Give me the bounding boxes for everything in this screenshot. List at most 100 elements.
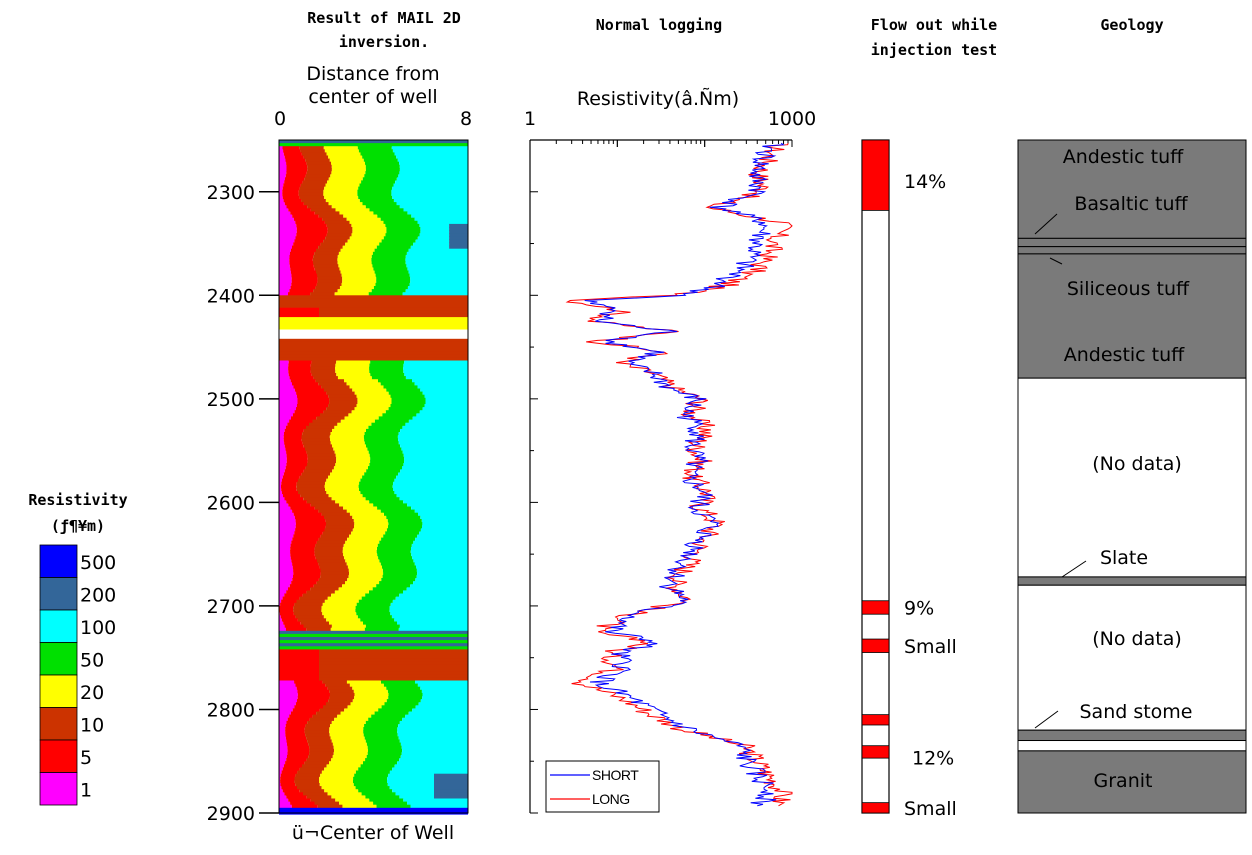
inversion-cell [279,643,468,647]
inversion-cell [369,363,404,368]
geology-leader-line [1034,710,1059,729]
inversion-cell [279,755,287,759]
inversion-cell [379,242,414,247]
inversion-cell [301,199,326,203]
inversion-cell [283,494,301,498]
inversion-cell [279,273,292,278]
inversion-cell [414,562,468,567]
inversion-cell [354,696,389,700]
inversion-cell [301,435,330,439]
inversion-cell [279,724,286,728]
inversion-cell [284,444,304,449]
inversion-cell [295,702,326,706]
inversion-cell [279,397,298,402]
inversion-cell [383,385,418,390]
inversion-cell [303,444,332,449]
inversion-cell [416,413,468,417]
inversion-cell [362,475,397,480]
inversion-cell [279,612,294,616]
inversion-cell [373,503,408,508]
inversion-cell [327,227,353,231]
legend-label: 10 [80,715,104,737]
inversion-cell [365,758,400,762]
inversion-cell [399,164,468,169]
inversion-cell [293,612,323,616]
legend-swatch [39,674,78,708]
inversion-cell [380,562,415,567]
legend-swatch [39,772,78,806]
inversion-cell [290,506,315,511]
inversion-cell [279,559,292,563]
inversion-cell [405,261,468,265]
inversion-cell [303,428,333,433]
inversion-cell [279,764,284,768]
inversion-cell [389,605,468,610]
inversion-cell [330,432,365,436]
inversion-cell [405,258,468,262]
inversion-cell [369,590,403,595]
inversion-cell [304,727,330,731]
inversion-cell [398,736,468,741]
inversion-cell [279,379,291,383]
inversion-cell [406,376,468,380]
geology-label: Sand stome [1079,701,1192,723]
inversion-cell [279,267,291,272]
inversion-cell [279,155,285,160]
inversion-cell [321,605,356,610]
inversion-cell [279,432,284,436]
inversion-cell [397,435,468,439]
inversion-cell [297,394,329,399]
inversion-cell [335,463,370,467]
inversion-cell [374,711,409,716]
inversion-cell [371,376,406,380]
inversion-cell [367,751,402,756]
inversion-cell [302,180,328,185]
inversion-cell [355,609,390,613]
inversion-cell [319,783,354,787]
inversion-cell [419,223,450,228]
inversion-cell [333,447,368,452]
inversion-cell [389,609,468,613]
inversion-cell [398,472,468,477]
inversion-cell [377,546,411,551]
inversion-cell [388,692,423,697]
inversion-cell [329,689,354,694]
inversion-subtitle-line1: Distance from [306,63,439,85]
inversion-cell [279,550,291,554]
inversion-cell [316,416,345,421]
inversion-cell [279,444,285,449]
inversion-cell [377,214,412,219]
inversion-cell [337,714,372,719]
inversion-cell [288,587,311,591]
inversion-cell [325,487,359,492]
inversion-cell [314,211,340,216]
inversion-cell [335,798,370,803]
inversion-cell [279,466,286,470]
inversion-cell [279,230,297,234]
inversion-cell [279,335,468,340]
inversion-cell [279,298,468,303]
inversion-cell [361,180,396,185]
inversion-cell [403,463,468,467]
inversion-cell [279,742,287,747]
inversion-cell [363,435,398,439]
inversion-cell [420,699,468,703]
inversion-cell [352,515,387,520]
inversion-cell [279,195,283,200]
inversion-cell [279,351,468,355]
inversion-cell [303,792,328,796]
inversion-cell [422,391,468,396]
inversion-cell [353,783,388,787]
inversion-cell [279,428,285,433]
inversion-cell [279,699,297,703]
inversion-cell [412,556,468,560]
inversion-cell [337,258,372,262]
inversion-cell [335,363,370,368]
inversion-cell [291,273,317,278]
inversion-cell [279,649,319,654]
inversion-cell [287,748,310,753]
inversion-cell [288,503,311,508]
inversion-cell [291,804,318,809]
inversion-cell [417,236,450,240]
inversion-cell [382,574,417,579]
